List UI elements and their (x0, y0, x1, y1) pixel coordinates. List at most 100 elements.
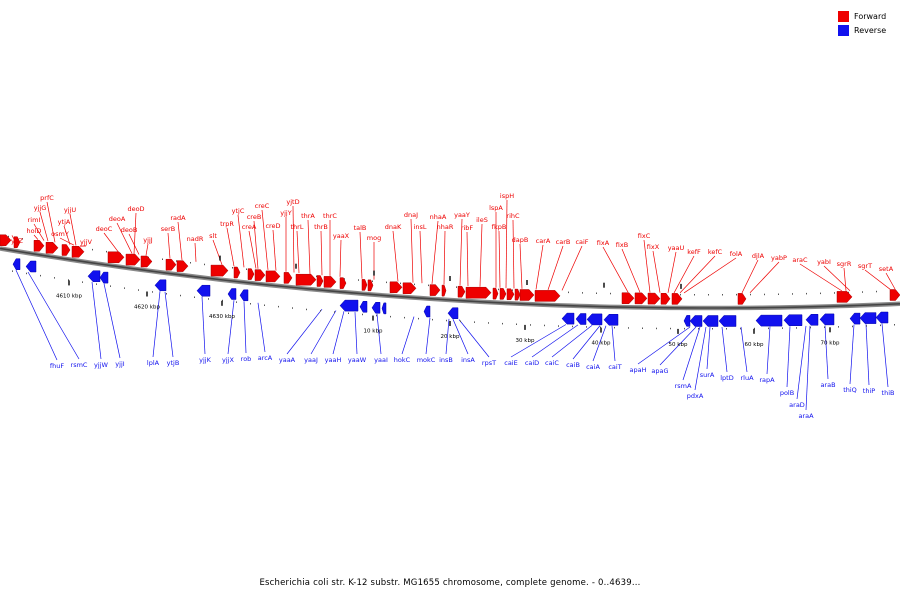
forward-label-leader (296, 230, 300, 274)
forward-gene-arrow (247, 268, 255, 280)
kbp-tick (524, 324, 526, 330)
tick-dot (708, 294, 709, 296)
tick-dot (530, 324, 531, 326)
reverse-label-leader (103, 283, 121, 359)
forward-gene-label: deoB (121, 226, 138, 234)
tick-dot (544, 324, 545, 327)
reverse-gene-label: caiD (525, 359, 539, 367)
reverse-gene-label: surA (700, 371, 715, 379)
forward-gene-arrow (889, 289, 900, 301)
tick-dot (96, 283, 97, 285)
forward-gene-arrow (316, 275, 324, 287)
reverse-gene-label: lplA (147, 359, 160, 367)
forward-gene-label: trpR (220, 220, 234, 228)
forward-label-leader (864, 269, 891, 290)
reverse-gene-label: arcA (258, 354, 273, 362)
tick-dot (558, 325, 559, 327)
forward-gene-arrow (621, 292, 635, 304)
tick-dot (516, 323, 517, 325)
reverse-label-leader (592, 325, 607, 362)
legend-label-reverse: Reverse (854, 25, 887, 35)
forward-gene-arrow (13, 236, 21, 248)
tick-dot (582, 292, 583, 294)
reverse-label-leader (510, 324, 567, 358)
kbp-tick (221, 300, 223, 306)
gene-arrows (0, 234, 900, 327)
tick-dot (110, 285, 111, 287)
legend-swatch-reverse (838, 24, 849, 36)
tick-dot (124, 287, 125, 289)
kbp-tick (146, 291, 148, 297)
reverse-gene-label: caiA (586, 363, 600, 371)
forward-label-leader (292, 205, 295, 273)
forward-gene-label: talB (354, 224, 367, 232)
reverse-gene-label: polB (780, 389, 794, 397)
forward-label-leader (741, 259, 759, 294)
forward-label-leader (212, 239, 223, 265)
kbp-tick (677, 328, 679, 334)
forward-gene-label: carB (556, 238, 571, 246)
tick-dot (824, 326, 825, 328)
reverse-label-leader (452, 319, 469, 355)
reverse-label-leader (637, 326, 691, 365)
tick-dot (596, 292, 597, 294)
forward-gene-arrow (836, 291, 853, 303)
forward-gene-arrow (361, 279, 368, 291)
tick-dot (572, 325, 573, 328)
forward-label-leader (459, 218, 463, 286)
gene-labels: 4610 kbp 4620 kbp 4630 kbp 10 kbp 20 kbp 30 k… (11, 192, 894, 420)
forward-gene-label: insL (414, 223, 427, 231)
forward-gene-arrow (671, 293, 683, 305)
kbp-tick (372, 315, 374, 321)
reverse-gene-label: rsmC (71, 361, 88, 369)
gene-label-leaders (11, 199, 896, 411)
forward-gene-label: mog (367, 234, 381, 242)
kbp-tick (526, 280, 528, 285)
forward-gene-label: yabP (771, 254, 787, 262)
forward-gene-arrow (210, 264, 229, 277)
forward-gene-arrow (514, 288, 521, 301)
tick-dot (26, 272, 27, 275)
forward-label-leader (683, 257, 737, 294)
reverse-label-leader (572, 325, 601, 360)
reverse-gene-arrow (849, 312, 861, 325)
reverse-label-leader (551, 325, 593, 358)
forward-label-leader (505, 199, 508, 289)
tick-dot (278, 305, 279, 308)
tick-dot (40, 274, 41, 277)
chromosome-backbone (0, 246, 900, 311)
forward-label-leader (320, 230, 323, 276)
tick-dot (736, 293, 737, 296)
forward-label-leader (679, 255, 716, 294)
forward-label-leader (602, 246, 629, 293)
forward-gene-arrow (0, 234, 12, 247)
forward-label-leader (498, 230, 501, 288)
tick-dot (428, 284, 429, 287)
kbp-label: 50 kbp (669, 342, 688, 348)
reverse-label-leader (881, 323, 889, 388)
kbp-tick (373, 270, 375, 276)
forward-label-leader (673, 255, 695, 294)
forward-gene-arrow (323, 276, 337, 288)
reverse-gene-label: araA (798, 412, 814, 420)
forward-gene-label: folA (730, 250, 743, 258)
reverse-gene-arrow (875, 311, 889, 324)
tick-dot (768, 327, 769, 330)
reverse-gene-arrow (359, 301, 368, 313)
kbp-label: 4610 kbp (56, 293, 82, 299)
kbp-tick (449, 321, 451, 326)
tick-dot (358, 279, 359, 281)
forward-gene-label: sgrT (858, 262, 872, 270)
reverse-gene-arrow (561, 312, 575, 325)
reverse-gene-label: yjjK (199, 356, 211, 364)
tick-dot (498, 288, 499, 291)
forward-gene-arrow (465, 286, 492, 299)
forward-gene-label: thrA (301, 212, 315, 220)
reverse-label-leader (531, 324, 579, 358)
forward-gene-label: nadR (187, 235, 204, 243)
reverse-gene-arrow (371, 302, 381, 314)
forward-gene-label: dnaJ (404, 211, 418, 219)
tick-dot (194, 296, 195, 298)
kbp-label: 40 kbp (592, 341, 611, 347)
forward-gene-arrow (165, 258, 177, 271)
